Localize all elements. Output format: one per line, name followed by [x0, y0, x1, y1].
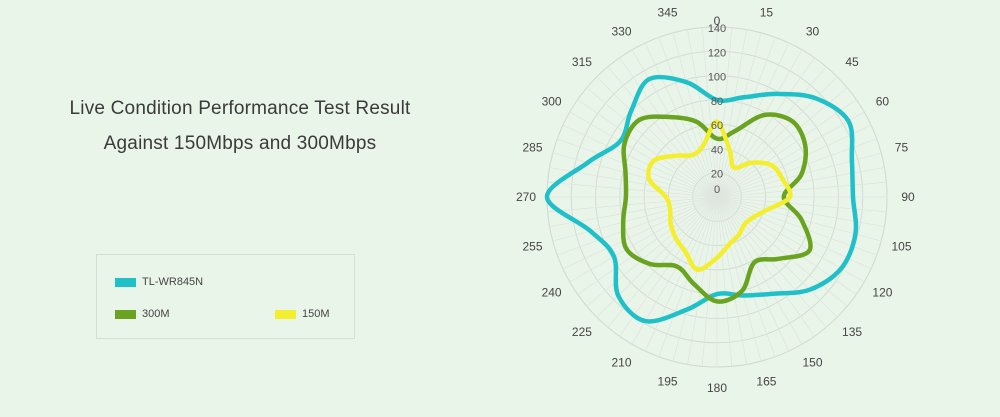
polar-spoke: [619, 57, 718, 198]
polar-spoke: [716, 196, 762, 362]
polar-spoke: [716, 167, 885, 198]
polar-spoke: [716, 27, 733, 198]
radial-tick-label: 40: [711, 144, 723, 156]
radial-tick-label: 20: [711, 169, 723, 181]
angle-tick-label: 30: [806, 25, 820, 39]
polar-spoke: [716, 196, 815, 337]
legend-item-300m: 300M: [115, 308, 170, 320]
polar-spoke: [687, 196, 718, 365]
polar-spoke: [716, 111, 865, 198]
polar-spoke: [596, 76, 718, 198]
radial-tick-label: 100: [708, 72, 726, 84]
polar-spoke: [577, 99, 718, 198]
polar-spoke: [586, 196, 718, 307]
angle-tick-label: 120: [872, 286, 892, 300]
polar-spoke: [716, 196, 790, 352]
polar-spoke: [716, 32, 762, 198]
angle-tick-label: 15: [760, 6, 774, 20]
legend: TL-WR845N 300M 150M: [96, 254, 355, 339]
polar-spoke: [631, 49, 718, 198]
legend-swatch: [115, 309, 136, 319]
angle-tick-label: 240: [542, 286, 562, 300]
angle-tick-label: 300: [542, 95, 562, 109]
legend-swatch: [115, 277, 136, 287]
polar-spoke: [716, 87, 848, 198]
angle-tick-label: 90: [901, 190, 915, 204]
polar-spoke: [701, 27, 718, 198]
legend-label: 300M: [142, 308, 170, 320]
chart-title-line2: Against 150Mbps and 300Mbps: [103, 133, 377, 154]
polar-spoke: [552, 196, 718, 242]
angle-tick-label: 315: [572, 55, 592, 69]
angle-tick-label: 105: [891, 239, 911, 253]
polar-spoke: [716, 66, 827, 198]
polar-spoke: [716, 57, 815, 198]
polar-spoke: [569, 111, 718, 198]
angle-tick-label: 255: [522, 239, 542, 253]
polar-spoke: [547, 196, 718, 213]
polar-spoke: [562, 196, 718, 270]
series-line-300m: [620, 112, 813, 304]
polar-spoke: [716, 181, 887, 198]
polar-spoke: [586, 87, 718, 198]
angle-tick-label: 210: [611, 355, 631, 369]
polar-spoke: [687, 29, 718, 198]
polar-spoke: [557, 138, 718, 198]
polar-spoke: [552, 152, 718, 198]
polar-spoke: [644, 196, 718, 352]
angle-tick-label: 195: [658, 374, 678, 388]
polar-spoke: [716, 99, 857, 198]
legend-label: 150M: [302, 308, 330, 320]
polar-spoke: [672, 32, 718, 198]
polar-spoke: [716, 196, 747, 365]
angle-tick-label: 150: [802, 355, 822, 369]
series-line-tl-wr845n: [544, 74, 859, 324]
polar-spoke: [716, 196, 733, 367]
polar-spoke: [569, 196, 718, 283]
polar-spoke: [716, 196, 827, 328]
polar-spoke: [716, 49, 803, 198]
polar-spoke: [716, 29, 747, 198]
polar-spoke: [607, 66, 718, 198]
angle-tick-label: 135: [842, 325, 862, 339]
radial-tick-label: 120: [708, 47, 726, 59]
angle-tick-label: 45: [845, 55, 859, 69]
angle-tick-label: 0: [714, 14, 721, 28]
angle-tick-label: 60: [876, 95, 890, 109]
radial-tick-label: 80: [711, 96, 723, 108]
angle-tick-label: 180: [707, 381, 727, 395]
radial-tick-label: 140: [708, 23, 726, 35]
angle-tick-label: 285: [522, 141, 542, 155]
angle-tick-label: 330: [611, 25, 631, 39]
polar-spoke: [716, 37, 776, 198]
legend-item-tl-wr845n: TL-WR845N: [115, 276, 203, 288]
polar-spoke: [547, 181, 718, 198]
polar-spoke: [562, 124, 718, 198]
polar-spoke: [701, 196, 718, 367]
legend-label: TL-WR845N: [142, 276, 204, 288]
polar-spoke: [716, 124, 872, 198]
radial-tick-label: 0: [714, 184, 720, 196]
series-line-150m: [646, 119, 793, 272]
angle-tick-label: 165: [756, 374, 776, 388]
polar-spoke: [716, 196, 887, 213]
polar-spoke: [716, 196, 803, 345]
polar-spoke: [672, 196, 718, 362]
polar-spoke: [549, 167, 718, 198]
polar-spoke: [716, 196, 848, 307]
polar-spoke: [557, 196, 718, 256]
angle-tick-label: 270: [516, 190, 536, 204]
legend-swatch: [275, 309, 296, 319]
chart-title-line1: Live Condition Performance Test Result: [69, 98, 411, 119]
angle-tick-label: 75: [895, 141, 909, 155]
angle-tick-label: 225: [572, 325, 592, 339]
radial-tick-label: 60: [711, 120, 723, 132]
angle-tick-label: 345: [658, 6, 678, 20]
polar-spoke: [577, 196, 718, 295]
legend-item-150m: 150M: [275, 308, 330, 320]
polar-spoke: [716, 196, 872, 270]
polar-spoke: [716, 196, 877, 256]
